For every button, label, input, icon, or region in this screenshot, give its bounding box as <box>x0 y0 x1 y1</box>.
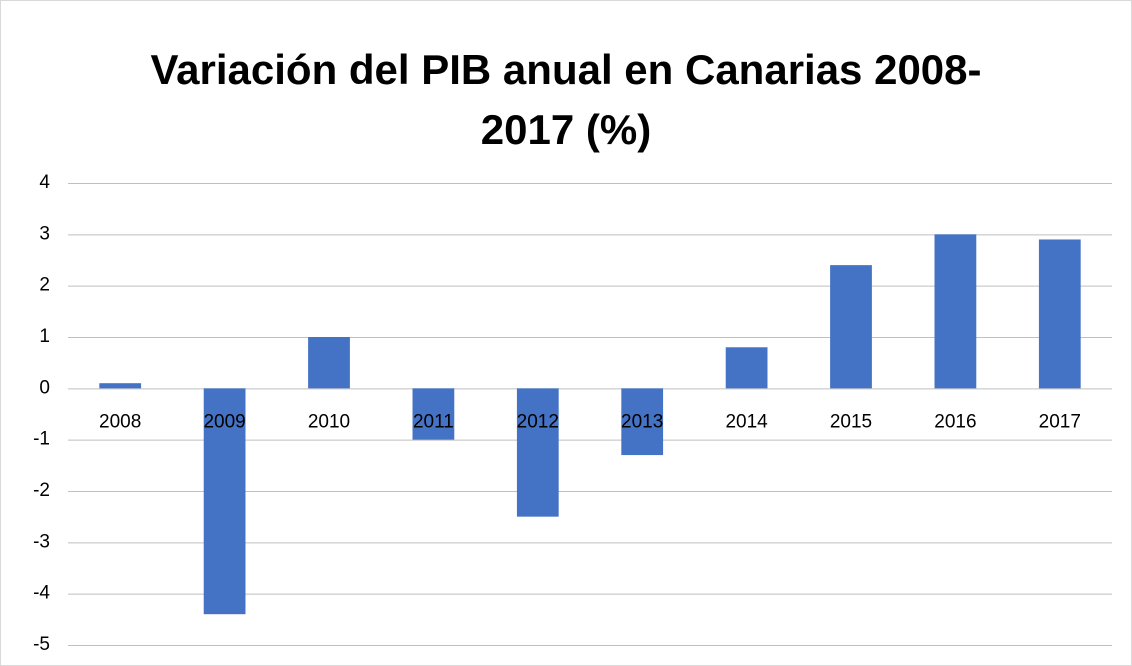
bar <box>621 388 664 456</box>
y-tick-label: 4 <box>39 172 50 193</box>
bar <box>99 383 142 389</box>
y-tick-label: -4 <box>33 583 50 604</box>
bar <box>203 388 246 615</box>
x-tick-label: 2015 <box>830 411 872 432</box>
x-tick-label: 2009 <box>203 411 245 432</box>
x-tick-label: 2014 <box>725 411 768 432</box>
y-tick-label: -3 <box>33 531 50 552</box>
y-tick-label: -1 <box>33 429 50 450</box>
y-tick-label: 2 <box>39 275 50 296</box>
y-tick-label: 3 <box>39 223 50 244</box>
x-tick-label: 2010 <box>308 411 350 432</box>
y-tick-label: -5 <box>33 634 50 655</box>
x-tick-label: 2012 <box>517 411 559 432</box>
x-tick-label: 2013 <box>621 411 663 432</box>
bar <box>412 388 455 440</box>
y-tick-label: 1 <box>39 326 50 347</box>
bar <box>725 347 768 389</box>
y-tick-label: -2 <box>33 480 50 501</box>
x-tick-label: 2011 <box>413 411 454 432</box>
bar <box>1038 239 1081 389</box>
y-tick-label: 0 <box>39 377 50 398</box>
bar <box>516 388 559 517</box>
x-tick-label: 2016 <box>934 411 976 432</box>
bar <box>830 265 872 389</box>
x-tick-label: 2017 <box>1039 411 1081 432</box>
bar <box>934 234 977 389</box>
bar <box>308 337 350 389</box>
x-tick-label: 2008 <box>99 411 141 432</box>
chart-title: Variación del PIB anual en Canarias 2008… <box>150 46 982 153</box>
